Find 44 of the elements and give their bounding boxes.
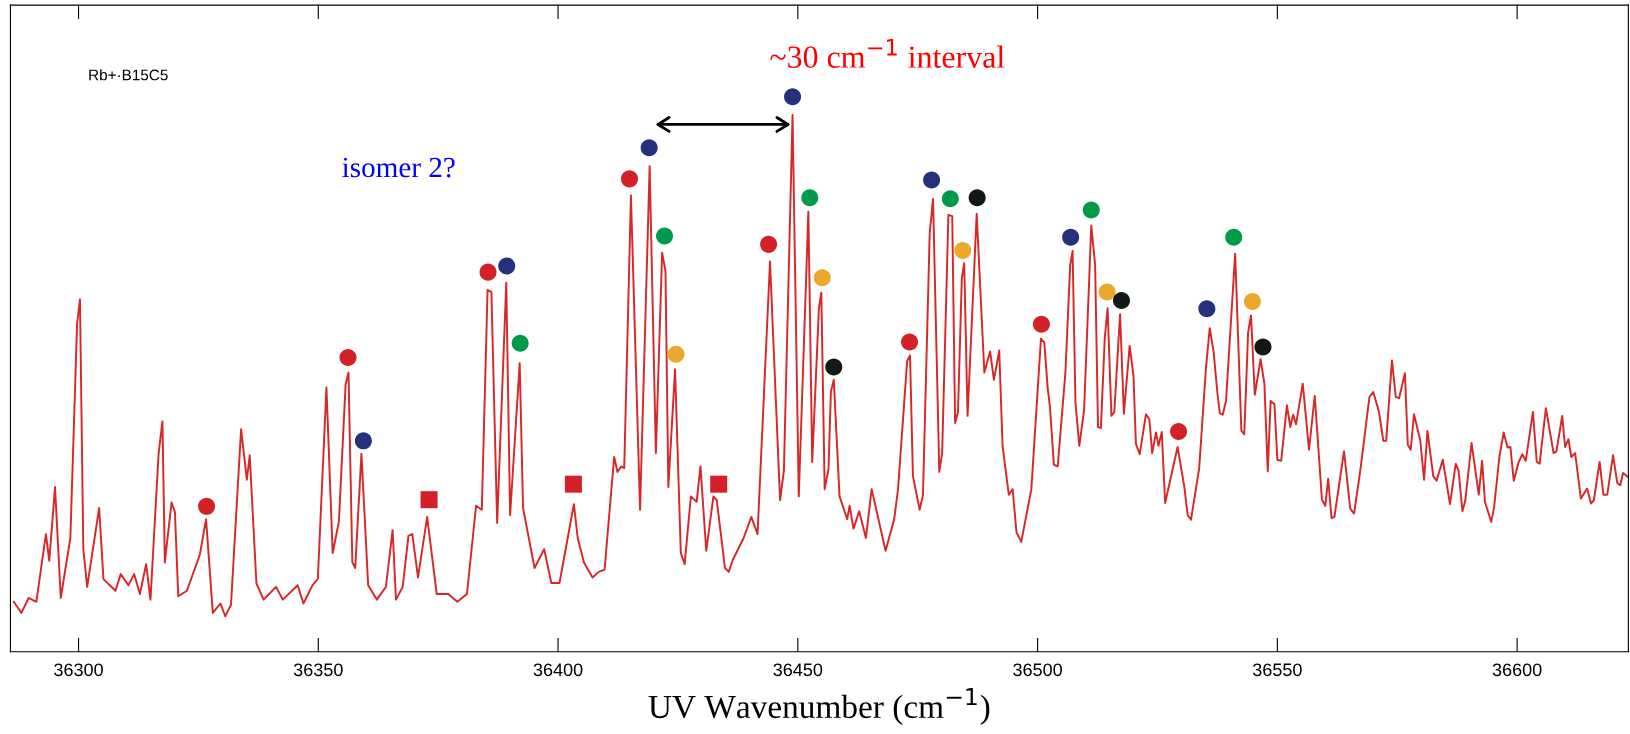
point (1254, 338, 1272, 356)
point (710, 475, 728, 493)
x-tick-label: 36600 (1492, 663, 1542, 677)
point (1098, 283, 1116, 301)
point (1198, 300, 1216, 318)
point (339, 349, 357, 367)
point (1243, 293, 1261, 311)
point (760, 235, 778, 253)
x-tick-label: 36350 (293, 663, 343, 677)
point (784, 88, 802, 106)
point (621, 170, 639, 188)
x-tick-label: 36400 (533, 663, 583, 677)
point (901, 333, 919, 351)
point (1113, 291, 1131, 309)
point (498, 257, 516, 275)
text: ~30 cm$^{−1}$ interval (770, 39, 1005, 68)
point (1225, 228, 1243, 246)
x-axis-title: UV Wavenumber (cm$^{−1}$) (648, 688, 990, 725)
point (1062, 228, 1080, 246)
x-tick-label: 36550 (1252, 663, 1302, 677)
point (1082, 201, 1100, 219)
point (801, 189, 819, 207)
point (1032, 315, 1050, 333)
point (479, 263, 497, 281)
point (825, 358, 843, 376)
point (968, 189, 986, 207)
point (941, 190, 959, 208)
point (564, 475, 582, 493)
point (954, 241, 972, 259)
point (354, 432, 372, 450)
point (1170, 422, 1188, 440)
text: Rb+·B15C5 (89, 69, 168, 81)
point (667, 345, 685, 363)
point (923, 171, 941, 189)
point (640, 139, 658, 157)
x-tick-label: 36450 (773, 663, 823, 677)
annotation: isomer 2? (342, 157, 455, 178)
point (198, 497, 216, 515)
point (813, 269, 831, 287)
point (656, 227, 674, 245)
point (420, 491, 438, 509)
point (511, 334, 529, 352)
x-tick-label: 36300 (54, 663, 103, 677)
x-tick-label: 36500 (1013, 663, 1062, 677)
